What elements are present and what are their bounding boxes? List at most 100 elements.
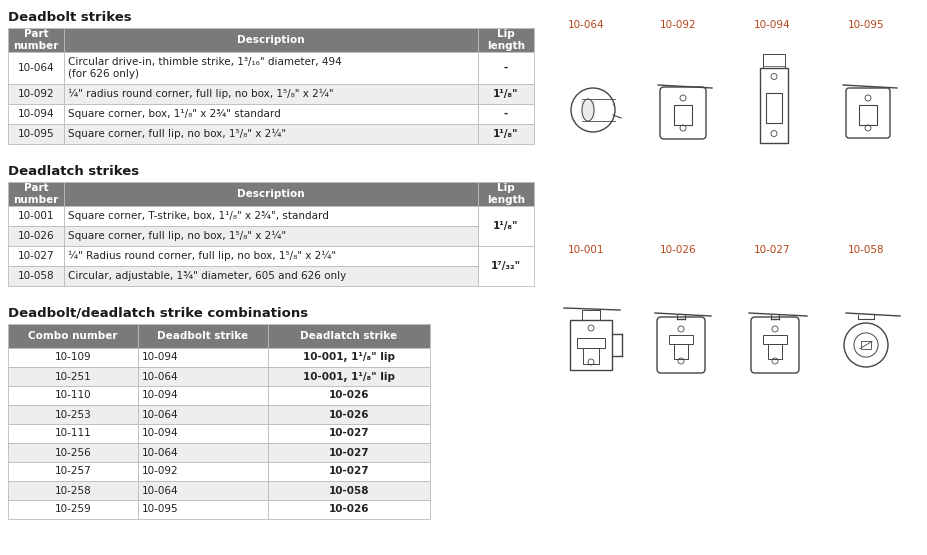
Bar xyxy=(759,68,787,143)
Bar xyxy=(477,206,533,246)
Bar xyxy=(8,500,138,519)
Text: 10-094: 10-094 xyxy=(142,428,178,438)
Text: Circular, adjustable, 1¾" diameter, 605 and 626 only: Circular, adjustable, 1¾" diameter, 605 … xyxy=(68,271,346,281)
Bar xyxy=(673,345,687,360)
Bar xyxy=(268,367,429,386)
Bar xyxy=(8,462,138,481)
Bar xyxy=(268,462,429,481)
Text: 10-001: 10-001 xyxy=(18,211,54,221)
Bar xyxy=(673,105,692,125)
Text: 10-058: 10-058 xyxy=(18,271,55,281)
Text: 10-064: 10-064 xyxy=(567,20,604,30)
Text: 10-253: 10-253 xyxy=(55,410,91,420)
Bar xyxy=(64,84,477,104)
Text: 10-256: 10-256 xyxy=(55,447,91,457)
Bar xyxy=(8,182,64,206)
Text: 10-110: 10-110 xyxy=(55,391,91,401)
Text: 10-095: 10-095 xyxy=(18,129,55,139)
Text: Deadbolt strikes: Deadbolt strikes xyxy=(8,11,132,24)
Text: 10-026: 10-026 xyxy=(18,231,55,241)
Bar xyxy=(8,348,138,367)
Text: Deadlatch strike: Deadlatch strike xyxy=(300,331,397,341)
Bar xyxy=(477,28,533,52)
Bar xyxy=(577,337,604,347)
Bar xyxy=(138,367,268,386)
Text: 1¹/₈": 1¹/₈" xyxy=(493,221,518,231)
Text: 10-064: 10-064 xyxy=(142,371,178,381)
Bar xyxy=(8,266,64,286)
Bar xyxy=(268,424,429,443)
Text: 10-064: 10-064 xyxy=(142,486,178,496)
Bar xyxy=(477,246,533,286)
Bar xyxy=(138,324,268,348)
Bar xyxy=(64,28,477,52)
Text: 10-094: 10-094 xyxy=(753,20,790,30)
Bar xyxy=(668,335,692,345)
Bar xyxy=(138,462,268,481)
Text: 10-094: 10-094 xyxy=(142,352,178,362)
Bar xyxy=(8,324,138,348)
Text: 10-251: 10-251 xyxy=(55,371,91,381)
Bar xyxy=(268,443,429,462)
Bar xyxy=(268,500,429,519)
Text: 1¹/₈": 1¹/₈" xyxy=(493,89,518,99)
Bar xyxy=(765,93,781,123)
Bar xyxy=(8,226,64,246)
Text: 10-058: 10-058 xyxy=(847,245,883,255)
Bar xyxy=(8,206,64,226)
Text: 10-026: 10-026 xyxy=(328,391,369,401)
Bar xyxy=(64,182,477,206)
Bar xyxy=(8,481,138,500)
Bar xyxy=(268,405,429,424)
Text: Deadlatch strikes: Deadlatch strikes xyxy=(8,165,139,178)
Bar xyxy=(8,52,64,84)
Text: 10-095: 10-095 xyxy=(142,504,178,514)
Bar xyxy=(268,386,429,405)
Text: 1⁷/₃₂": 1⁷/₃₂" xyxy=(490,261,520,271)
Bar xyxy=(860,341,870,349)
Text: 10-109: 10-109 xyxy=(55,352,91,362)
Bar xyxy=(762,335,786,345)
Text: 10-092: 10-092 xyxy=(659,20,696,30)
Bar xyxy=(762,53,784,68)
Bar xyxy=(8,386,138,405)
Bar xyxy=(8,424,138,443)
Text: Description: Description xyxy=(237,35,304,45)
Text: Lip
length: Lip length xyxy=(487,183,525,205)
Bar xyxy=(477,104,533,124)
Bar xyxy=(64,104,477,124)
Bar xyxy=(858,105,876,125)
Text: Square corner, full lip, no box, 1⁵/₈" x 2¼": Square corner, full lip, no box, 1⁵/₈" x… xyxy=(68,231,286,241)
Bar xyxy=(569,320,611,370)
Text: 10-259: 10-259 xyxy=(55,504,91,514)
Text: 10-027: 10-027 xyxy=(328,447,369,457)
Bar xyxy=(8,28,64,52)
Text: 10-092: 10-092 xyxy=(18,89,55,99)
Text: Square corner, T-strike, box, 1¹/₈" x 2¾", standard: Square corner, T-strike, box, 1¹/₈" x 2¾… xyxy=(68,211,328,221)
Bar xyxy=(268,481,429,500)
Bar xyxy=(138,424,268,443)
Bar xyxy=(8,124,64,144)
Bar xyxy=(138,481,268,500)
Text: 10-094: 10-094 xyxy=(142,391,178,401)
Text: 10-111: 10-111 xyxy=(55,428,91,438)
Text: Lip
length: Lip length xyxy=(487,29,525,51)
Text: 10-094: 10-094 xyxy=(18,109,55,119)
Bar xyxy=(8,367,138,386)
Bar xyxy=(477,124,533,144)
Text: 10-026: 10-026 xyxy=(328,410,369,420)
Text: Circular drive-in, thimble strike, 1³/₁₆" diameter, 494
(for 626 only): Circular drive-in, thimble strike, 1³/₁₆… xyxy=(68,57,341,79)
Bar xyxy=(138,405,268,424)
Text: ¼" Radius round corner, full lip, no box, 1⁵/₈" x 2¼": ¼" Radius round corner, full lip, no box… xyxy=(68,251,336,261)
Text: 10-026: 10-026 xyxy=(659,245,696,255)
Bar xyxy=(582,347,598,364)
Bar xyxy=(8,405,138,424)
Text: -: - xyxy=(503,63,508,73)
Text: 10-001, 1¹/₈" lip: 10-001, 1¹/₈" lip xyxy=(303,352,395,362)
Bar xyxy=(768,345,781,360)
Text: 10-064: 10-064 xyxy=(142,410,178,420)
Text: 10-064: 10-064 xyxy=(142,447,178,457)
Text: Combo number: Combo number xyxy=(28,331,118,341)
Bar xyxy=(581,310,600,320)
Bar xyxy=(64,52,477,84)
